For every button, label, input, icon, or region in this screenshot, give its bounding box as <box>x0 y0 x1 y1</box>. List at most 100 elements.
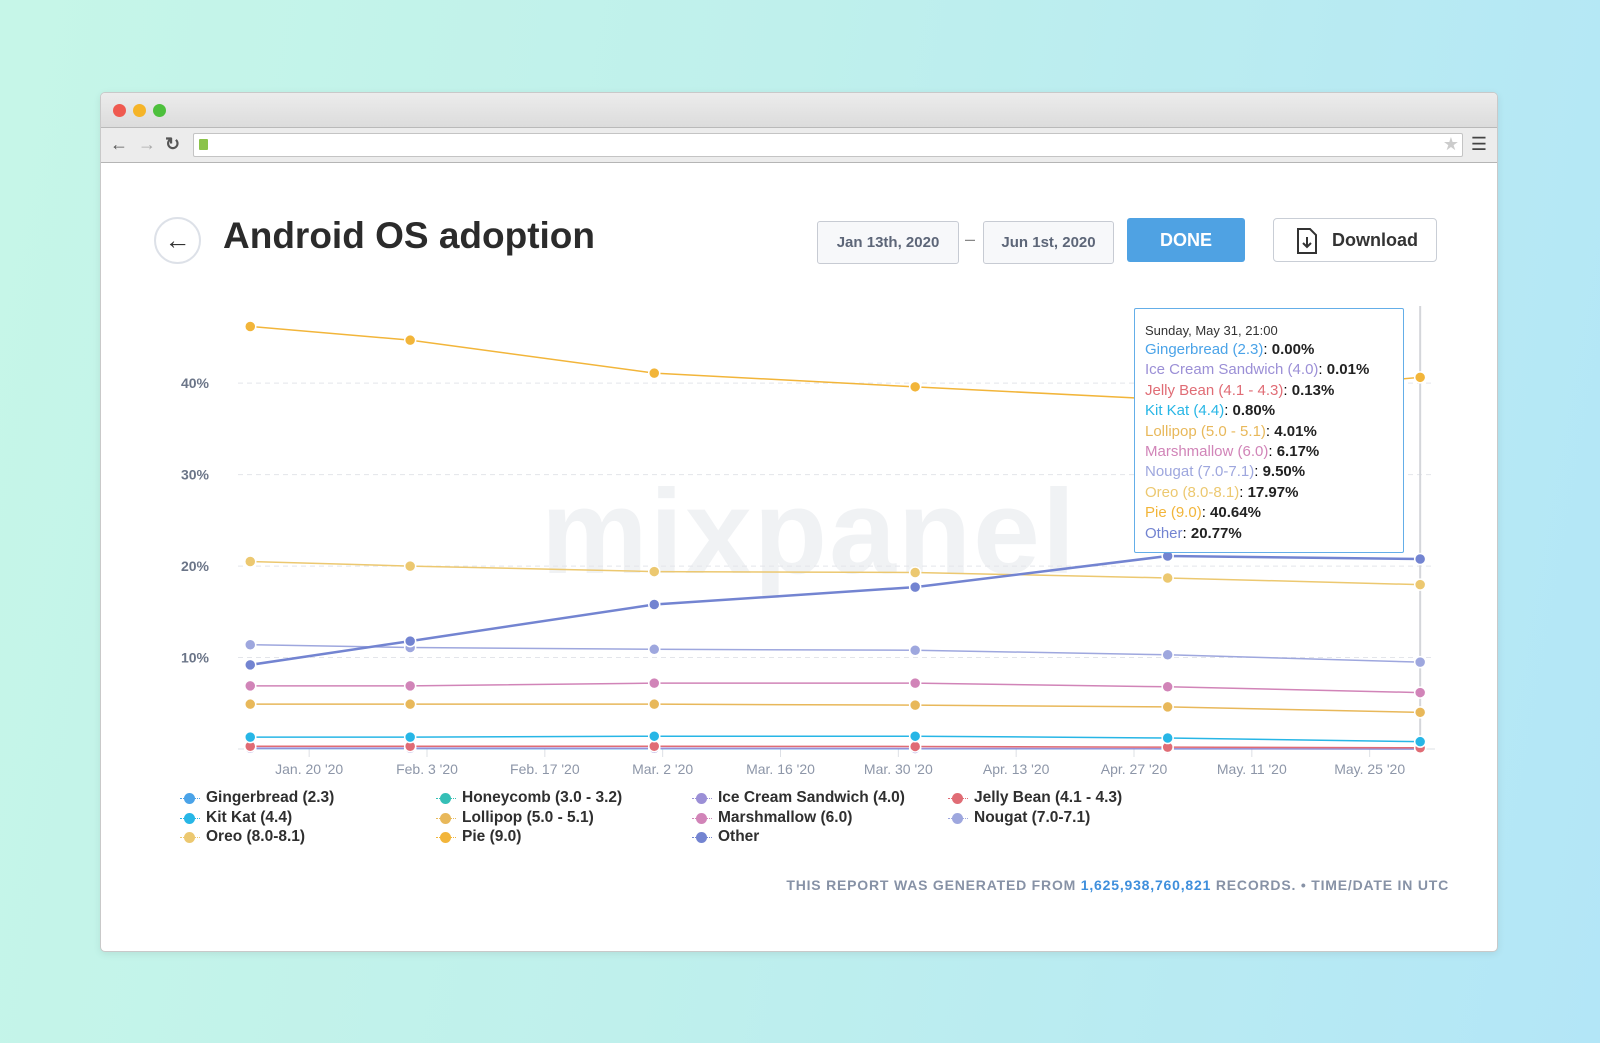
tooltip-row: Pie (9.0): 40.64% <box>1145 504 1261 522</box>
bookmark-star-icon[interactable]: ★ <box>1442 134 1459 154</box>
legend-item[interactable]: Pie (9.0) <box>436 828 521 846</box>
data-point[interactable] <box>244 638 257 651</box>
data-point[interactable] <box>908 729 922 743</box>
y-tick-label: 40% <box>181 375 210 391</box>
legend-marker-icon <box>952 793 963 804</box>
data-point[interactable] <box>1413 686 1427 699</box>
line-chart: 10% 20% 30% 40% Jan. 20 '20 Feb. 3 '20 Feb. 17… <box>181 306 1435 777</box>
data-point[interactable] <box>403 697 417 711</box>
forward-arrow-icon[interactable]: → <box>138 134 156 154</box>
close-window-button[interactable] <box>113 104 126 117</box>
legend-label: Jelly Bean (4.1 - 4.3) <box>974 789 1123 806</box>
data-point[interactable] <box>403 730 417 744</box>
data-point[interactable] <box>403 559 417 573</box>
y-tick-label: 30% <box>181 467 210 483</box>
maximize-window-button[interactable] <box>153 104 166 117</box>
data-point[interactable] <box>1413 578 1427 591</box>
data-point[interactable] <box>648 366 661 380</box>
tooltip-row: Other: 20.77% <box>1145 524 1242 542</box>
data-point[interactable] <box>244 320 257 333</box>
series-line <box>250 735 1421 743</box>
data-point[interactable] <box>648 697 661 711</box>
data-point[interactable] <box>1161 731 1174 745</box>
tooltip-series-value: 0.13% <box>1291 381 1335 399</box>
data-point[interactable] <box>1413 552 1427 566</box>
report-footer: THIS REPORT WAS GENERATED FROM 1,625,938… <box>786 877 1449 893</box>
tooltip-series-label: Gingerbread (2.3) <box>1145 341 1264 358</box>
data-point[interactable] <box>244 697 257 711</box>
legend-label: Nougat (7.0-7.1) <box>974 808 1091 826</box>
data-point[interactable] <box>403 679 417 693</box>
date-separator: – <box>965 229 976 249</box>
data-point[interactable] <box>648 565 661 578</box>
x-tick-label: Apr. 27 '20 <box>1101 761 1168 777</box>
data-point[interactable] <box>648 643 661 656</box>
data-point[interactable] <box>908 740 922 753</box>
data-point[interactable] <box>908 566 922 579</box>
start-date-button[interactable]: Jan 13th, 2020 <box>817 221 959 264</box>
legend-item[interactable]: Jelly Bean (4.1 - 4.3) <box>948 789 1122 807</box>
legend-item[interactable]: Ice Cream Sandwich (4.0) <box>692 789 905 807</box>
legend-item[interactable]: Kit Kat (4.4) <box>180 809 292 827</box>
tooltip-row: Kit Kat (4.4): 0.80% <box>1145 402 1276 420</box>
data-point[interactable] <box>1161 571 1174 585</box>
legend-marker-icon <box>440 832 451 843</box>
legend-item[interactable]: Oreo (8.0-8.1) <box>180 828 305 846</box>
minimize-window-button[interactable] <box>133 104 146 117</box>
x-tick-label: Feb. 17 '20 <box>510 761 580 777</box>
menu-icon[interactable]: ☰ <box>1470 134 1487 154</box>
data-point[interactable] <box>1413 735 1427 748</box>
data-point[interactable] <box>244 555 257 568</box>
download-button[interactable]: Download <box>1273 218 1437 262</box>
tooltip-series-value: 0.00% <box>1271 341 1315 358</box>
reload-icon[interactable]: ↻ <box>165 134 181 154</box>
done-button[interactable]: DONE <box>1127 218 1245 262</box>
browser-window: ← → ↻ ★ ☰ ← Android OS adoption Jan 13th… <box>100 92 1498 952</box>
data-point[interactable] <box>908 643 922 657</box>
legend-marker-icon <box>440 793 451 804</box>
legend-label: Kit Kat (4.4) <box>206 808 293 826</box>
legend-label: Oreo (8.0-8.1) <box>206 828 306 845</box>
legend-label: Ice Cream Sandwich (4.0) <box>718 789 905 806</box>
legend-item[interactable]: Marshmallow (6.0) <box>692 809 852 827</box>
series-oreo-8-0-8-1- <box>244 555 1427 591</box>
tooltip-series-value: 4.01% <box>1274 422 1317 440</box>
data-point[interactable] <box>908 676 922 690</box>
legend-marker-icon <box>696 832 707 843</box>
series-other <box>244 549 1427 672</box>
data-point[interactable] <box>1413 655 1427 669</box>
address-bar[interactable]: ★ <box>193 133 1463 157</box>
chart-legend: Gingerbread (2.3) Honeycomb (3.0 - 3.2) Ic… <box>180 789 1280 849</box>
x-tick-label: Mar. 16 '20 <box>746 761 815 777</box>
data-point[interactable] <box>403 634 417 648</box>
browser-toolbar: ← → ↻ ★ ☰ <box>101 128 1497 163</box>
data-point[interactable] <box>908 698 922 712</box>
data-point[interactable] <box>244 679 257 693</box>
data-point[interactable] <box>403 333 417 347</box>
legend-item[interactable]: Other <box>692 828 759 846</box>
legend-item[interactable]: Nougat (7.0-7.1) <box>948 809 1090 827</box>
legend-item[interactable]: Honeycomb (3.0 - 3.2) <box>436 789 622 807</box>
title-bar <box>101 93 1497 128</box>
data-point[interactable] <box>648 729 661 743</box>
data-point[interactable] <box>244 730 257 744</box>
tooltip-row: Oreo (8.0-8.1): 17.97% <box>1145 483 1299 501</box>
data-point[interactable] <box>908 580 922 594</box>
legend-item[interactable]: Lollipop (5.0 - 5.1) <box>436 809 594 827</box>
series-line <box>250 554 1421 667</box>
data-point[interactable] <box>908 380 922 394</box>
data-point[interactable] <box>1161 680 1174 694</box>
legend-item[interactable]: Gingerbread (2.3) <box>180 789 334 807</box>
data-point[interactable] <box>1161 700 1174 714</box>
data-point[interactable] <box>244 658 257 672</box>
tooltip-header: Sunday, May 31, 21:00 <box>1145 323 1278 338</box>
legend-label: Pie (9.0) <box>462 828 522 845</box>
end-date-button[interactable]: Jun 1st, 2020 <box>983 221 1114 264</box>
data-point[interactable] <box>1413 706 1427 719</box>
data-point[interactable] <box>1413 371 1427 384</box>
back-button[interactable]: ← <box>154 217 201 264</box>
data-point[interactable] <box>648 598 661 611</box>
data-point[interactable] <box>1161 648 1174 662</box>
back-arrow-icon[interactable]: ← <box>110 134 128 154</box>
data-point[interactable] <box>648 676 661 690</box>
